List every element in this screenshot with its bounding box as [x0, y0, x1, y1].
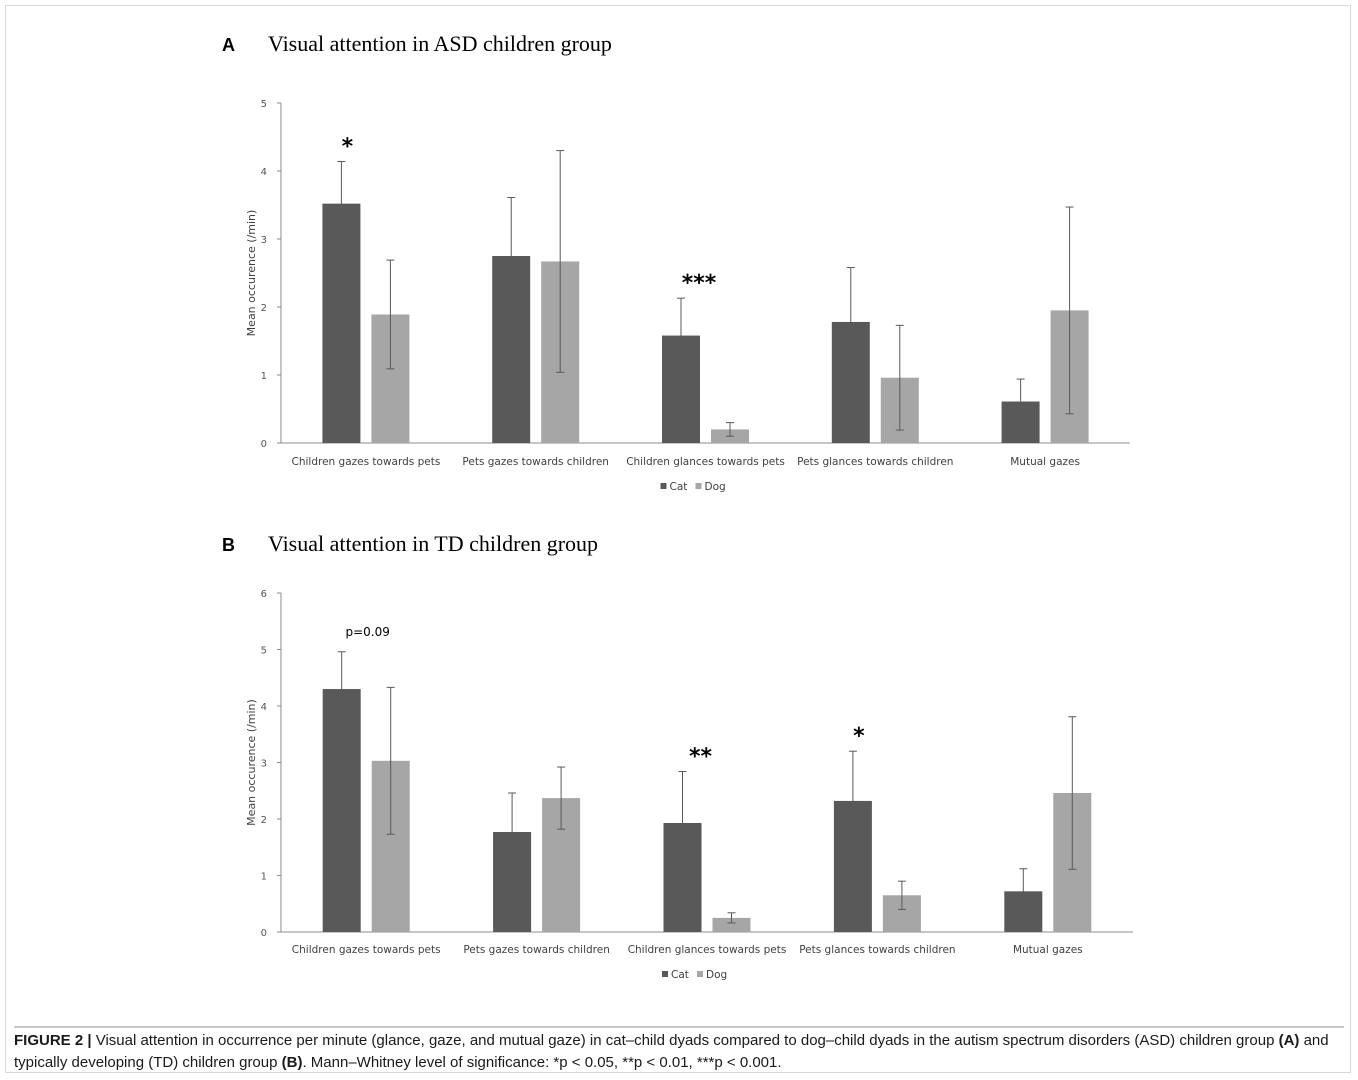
significance-label: p=0.09 [346, 625, 390, 639]
category-label: Mutual gazes [1013, 944, 1083, 956]
caption-text-2: and typically developing (TD) children g… [14, 1032, 1329, 1071]
y-tick-label: 5 [261, 99, 267, 110]
legend-label-cat: Cat [671, 969, 689, 981]
caption-label: FIGURE 2 | [14, 1032, 92, 1049]
caption-text-3: . Mann–Whitney level of significance: *p… [302, 1054, 782, 1071]
y-axis-label: Mean occurence (/min) [245, 210, 258, 337]
significance-label: * [853, 724, 865, 749]
figure-caption: FIGURE 2 | Visual attention in occurrenc… [14, 1026, 1344, 1074]
y-tick-label: 4 [261, 167, 267, 178]
significance-label: *** [682, 271, 717, 296]
significance-label: * [342, 134, 354, 159]
legend-swatch-cat [662, 971, 668, 977]
category-label: Children gazes towards pets [292, 456, 441, 468]
y-tick-label: 3 [261, 235, 267, 246]
panel-title-b: Visual attention in TD children group [268, 531, 599, 556]
y-tick-label: 2 [261, 815, 267, 826]
caption-text-1: Visual attention in occurrence per minut… [91, 1032, 1279, 1049]
chart-b: 0 1 2 3 4 5 6 Mean occurence (/min) Children gaz… [245, 589, 1133, 981]
panel-letter-b: B [222, 535, 235, 555]
y-tick-label: 5 [261, 646, 267, 657]
significance-label: ** [689, 745, 713, 770]
category-label: Children gazes towards pets [292, 944, 441, 956]
category-label: Pets gazes towards children [463, 944, 610, 956]
category-label: Children glances towards pets [626, 456, 785, 468]
category-label: Mutual gazes [1010, 456, 1080, 468]
y-tick-label: 4 [261, 702, 267, 713]
y-tick-label: 0 [261, 439, 267, 450]
y-tick-label: 0 [261, 928, 267, 939]
y-tick-label: 6 [261, 589, 267, 600]
legend-swatch-dog [697, 971, 703, 977]
y-tick-label: 2 [261, 303, 267, 314]
legend-label-dog: Dog [706, 969, 727, 981]
category-label: Children glances towards pets [628, 944, 787, 956]
bar-cat [322, 689, 361, 932]
bar-dog [712, 917, 751, 932]
legend-label-cat: Cat [670, 481, 688, 493]
panel-title-a: Visual attention in ASD children group [268, 31, 612, 56]
y-axis-label: Mean occurence (/min) [245, 699, 258, 826]
legend-swatch-cat [660, 483, 667, 489]
y-tick-label: 1 [261, 872, 267, 883]
legend-swatch-dog [695, 483, 702, 489]
figure-frame [5, 5, 1351, 1073]
caption-ref-b: (B) [281, 1054, 303, 1071]
category-label: Pets glances towards children [799, 944, 955, 956]
y-tick-label: 3 [261, 759, 267, 770]
y-tick-label: 1 [261, 371, 267, 382]
legend-label-dog: Dog [705, 481, 726, 493]
category-label: Pets gazes towards children [462, 456, 609, 468]
panel-letter-a: A [222, 35, 235, 55]
chart-a: 0 1 2 3 4 5 Mean occurence (/min) Children gaze… [245, 99, 1130, 493]
caption-ref-a: (A) [1278, 1032, 1300, 1049]
category-label: Pets glances towards children [797, 456, 953, 468]
